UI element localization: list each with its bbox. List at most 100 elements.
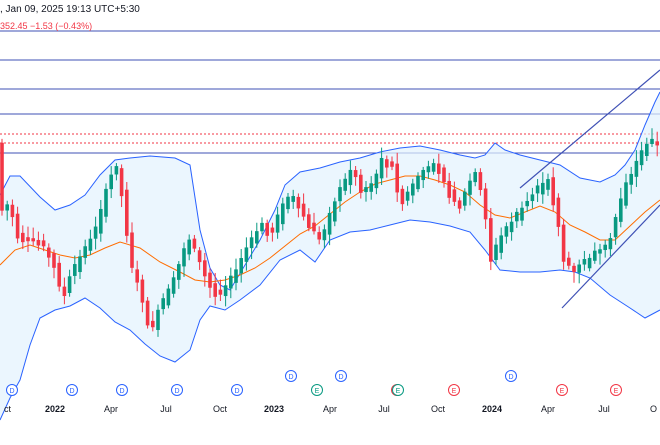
dividend-marker[interactable]: D (335, 370, 347, 382)
candlestick (478, 172, 483, 191)
x-axis-label: Jul (598, 404, 610, 414)
marker-letter: D (508, 374, 513, 381)
candlestick (296, 196, 301, 209)
x-axis-label: ct (4, 404, 12, 414)
candlestick (15, 213, 20, 239)
dividend-marker[interactable]: D (116, 384, 128, 396)
candlestick (457, 200, 462, 209)
marker-letter: D (338, 374, 343, 381)
upper-trendline (519, 69, 660, 189)
marker-circle (116, 384, 128, 396)
candlestick (541, 182, 545, 195)
candlestick (93, 226, 98, 239)
candlestick (509, 221, 514, 233)
candlestick (494, 244, 498, 260)
candlestick (187, 239, 191, 255)
dividend-marker[interactable]: D (285, 370, 297, 382)
dividend-marker[interactable]: D (171, 384, 183, 396)
dividend-marker[interactable]: D (6, 384, 18, 396)
candlestick (88, 238, 93, 251)
candlestick (67, 276, 72, 293)
marker-circle (231, 384, 243, 396)
candlestick (10, 204, 15, 218)
candlestick (223, 285, 228, 297)
candlestick (249, 237, 254, 249)
x-axis-label: Jul (160, 404, 172, 414)
candlestick (530, 194, 535, 202)
candlestick (593, 250, 597, 261)
marker-circle (66, 384, 78, 396)
candlestick (655, 141, 659, 146)
candlestick (359, 174, 363, 193)
candlestick (598, 249, 602, 254)
candlestick (431, 163, 436, 172)
earnings-marker[interactable]: E (392, 384, 404, 396)
dividend-marker[interactable]: D (505, 370, 517, 382)
marker-circle (505, 370, 517, 382)
candlestick (119, 168, 124, 197)
x-axis-label: Oct (430, 404, 446, 414)
candlestick (400, 188, 405, 205)
candlestick (265, 222, 269, 236)
candlestick (634, 160, 639, 177)
marker-letter: D (288, 374, 293, 381)
candlestick (504, 226, 509, 237)
lower-trendline (561, 204, 660, 309)
marker-circle (556, 384, 568, 396)
candlestick (130, 232, 134, 268)
candlestick (348, 169, 353, 186)
candlestick (83, 246, 87, 258)
candlestick (291, 196, 295, 202)
x-axis-label: 2023 (263, 404, 285, 414)
candlestick (546, 179, 550, 190)
candlestick (213, 283, 217, 297)
candlestick (182, 248, 186, 267)
candlestick (624, 182, 628, 206)
marker-circle (392, 384, 404, 396)
candlestick (109, 174, 113, 190)
candlestick (104, 188, 108, 217)
dividend-marker[interactable]: D (66, 384, 78, 396)
candlestick (385, 159, 389, 168)
candlestick (244, 247, 249, 262)
earnings-marker[interactable]: E (448, 384, 460, 396)
dividend-marker[interactable]: D (231, 384, 243, 396)
candlestick (525, 200, 529, 207)
candlestick (270, 227, 275, 233)
candlestick (151, 320, 155, 328)
candlestick (99, 208, 103, 234)
candlestick (650, 138, 654, 145)
marker-letter: D (69, 388, 74, 395)
candlestick (275, 214, 280, 233)
candlestick (218, 289, 223, 295)
candlestick (343, 178, 347, 191)
marker-circle (448, 384, 460, 396)
candlestick (442, 167, 446, 183)
candlestick (535, 185, 540, 194)
candlestick (421, 169, 425, 181)
candlestick (255, 231, 259, 244)
candlestick (395, 163, 399, 193)
candlestick (307, 214, 311, 228)
candlestick (41, 240, 46, 247)
candlestick (353, 170, 358, 178)
marker-circle (171, 384, 183, 396)
earnings-marker[interactable]: E (556, 384, 568, 396)
candlestick (468, 180, 472, 195)
candlestick (577, 264, 581, 273)
earnings-marker[interactable]: E (311, 384, 323, 396)
candlestick (114, 166, 119, 175)
marker-circle (335, 370, 347, 382)
candlestick (515, 211, 519, 222)
candlestick (551, 177, 555, 206)
earnings-marker[interactable]: E (610, 384, 622, 396)
candlestick (208, 272, 212, 288)
marker-letter: E (560, 388, 565, 395)
candlestick (369, 183, 373, 192)
marker-circle (311, 384, 323, 396)
candlestick (73, 264, 77, 276)
candlestick (645, 143, 649, 157)
candlestick (5, 204, 9, 211)
